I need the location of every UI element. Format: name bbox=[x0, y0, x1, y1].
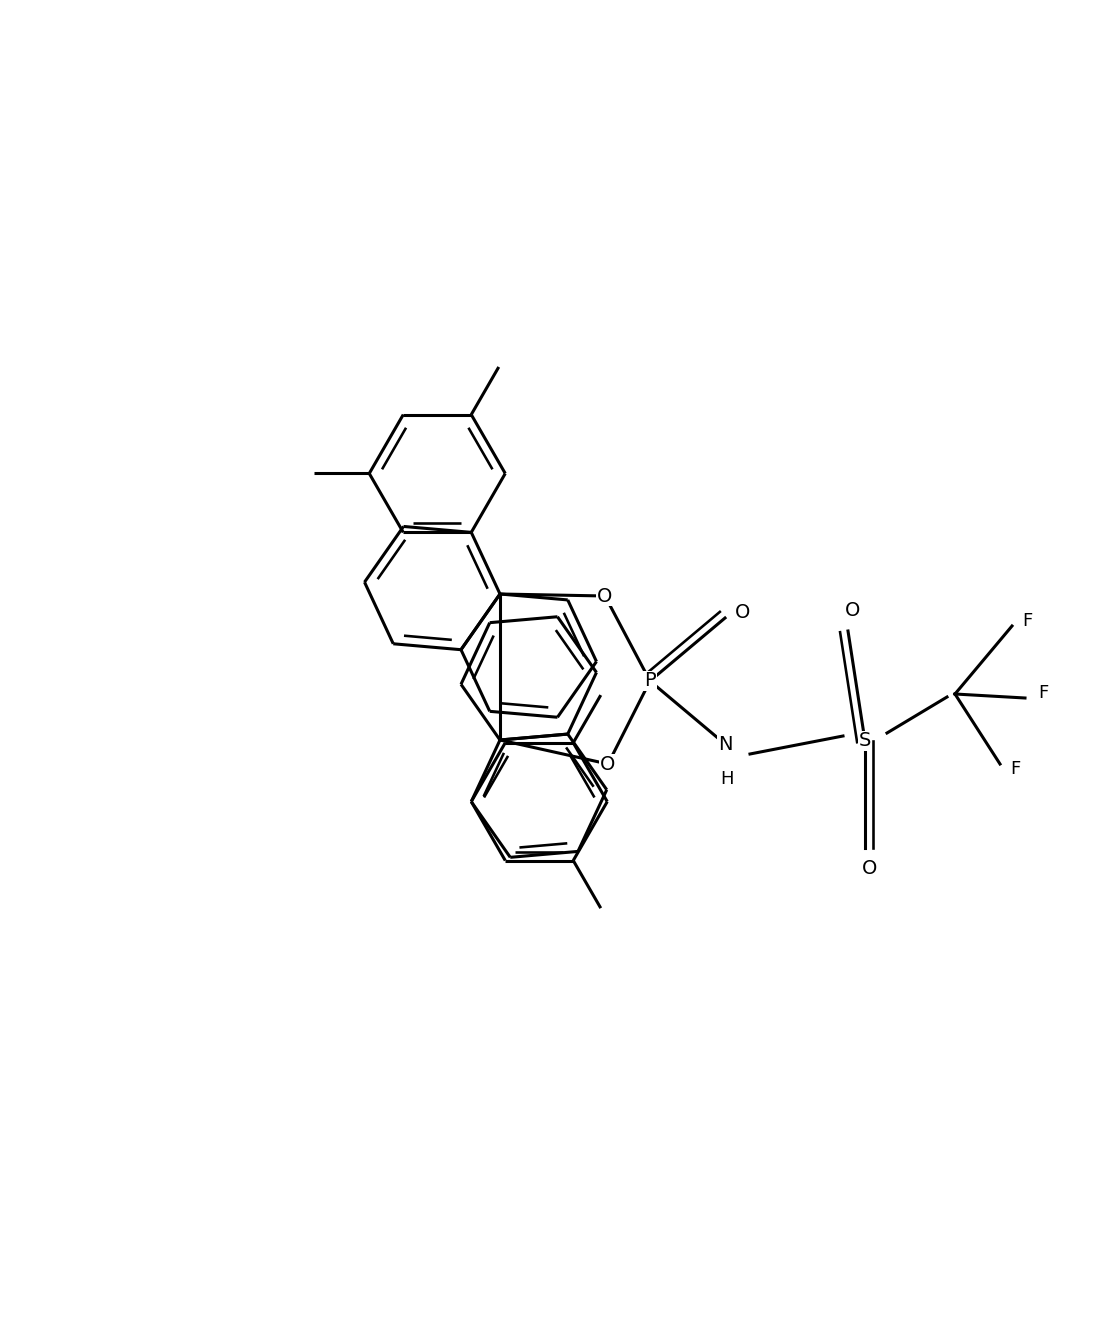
Text: S: S bbox=[859, 732, 872, 751]
Text: F: F bbox=[1010, 760, 1020, 778]
Text: O: O bbox=[601, 755, 616, 774]
Text: O: O bbox=[735, 604, 751, 623]
Text: H: H bbox=[720, 770, 733, 788]
Text: O: O bbox=[845, 601, 860, 620]
Text: F: F bbox=[1022, 612, 1032, 631]
Text: N: N bbox=[718, 735, 732, 754]
Text: P: P bbox=[644, 672, 656, 691]
Text: O: O bbox=[863, 859, 878, 878]
Text: F: F bbox=[1037, 684, 1048, 701]
Text: O: O bbox=[597, 587, 613, 605]
